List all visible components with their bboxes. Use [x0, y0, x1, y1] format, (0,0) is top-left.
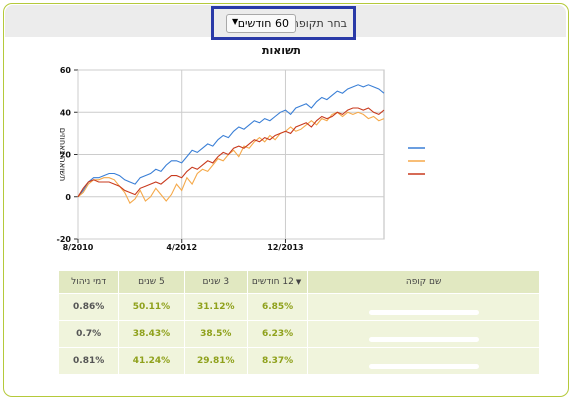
- return-5y-cell: 41.24%: [118, 347, 185, 375]
- chevron-down-icon: ▼: [232, 17, 239, 26]
- period-label: בחר תקופה: [291, 17, 347, 30]
- header-5-years[interactable]: 5 שנים: [118, 270, 185, 294]
- funds-table: שם קופה ▼12 חודשים 3 שנים 5 שנים דמי ניה…: [57, 270, 540, 375]
- series-line: [77, 84, 385, 198]
- y-tick-label: 20: [60, 151, 72, 160]
- return-3y-cell: 38.5%: [183, 320, 248, 348]
- returns-chart: -20 0 20 40 60 8/2010 4/2012 12/2013 תשואה באחוז…: [57, 66, 425, 252]
- fund-name-cell[interactable]: [307, 320, 540, 348]
- series-line: [77, 111, 385, 204]
- chart-title: תשואות: [262, 44, 301, 57]
- fund-name-cell[interactable]: [307, 347, 540, 375]
- header-fund-name[interactable]: שם קופה: [307, 270, 540, 294]
- sort-arrow-icon: ▼: [295, 278, 302, 286]
- header-12-months[interactable]: ▼12 חודשים: [246, 270, 309, 294]
- period-selector: בחר תקופה 60 חודשים ▼: [211, 6, 356, 40]
- return-12m-cell: 6.23%: [246, 320, 309, 348]
- table-row[interactable]: 6.85% 31.12% 50.11% 0.86%: [57, 293, 540, 321]
- header-management-fee[interactable]: דמי ניהול: [57, 270, 120, 294]
- y-tick-label: 0: [65, 193, 71, 202]
- fee-cell: 0.86%: [57, 293, 120, 321]
- table-header-row: שם קופה ▼12 חודשים 3 שנים 5 שנים דמי ניה…: [57, 270, 540, 294]
- y-axis-label: תשואה באחוזים: [58, 128, 67, 181]
- period-selected-value: 60 חודשים: [237, 17, 289, 30]
- table-row[interactable]: 6.23% 38.5% 38.43% 0.7%: [57, 320, 540, 348]
- fee-cell: 0.81%: [57, 347, 120, 375]
- redacted-name: [368, 337, 479, 342]
- return-12m-cell: 8.37%: [246, 347, 309, 375]
- table-row[interactable]: 8.37% 29.81% 41.24% 0.81%: [57, 347, 540, 375]
- return-3y-cell: 29.81%: [183, 347, 248, 375]
- header-3-years[interactable]: 3 שנים: [183, 270, 248, 294]
- return-5y-cell: 50.11%: [118, 293, 185, 321]
- x-tick-label: 12/2013: [267, 243, 303, 252]
- period-dropdown[interactable]: 60 חודשים ▼: [226, 14, 296, 33]
- x-tick-label: 8/2010: [63, 243, 94, 252]
- return-12m-cell: 6.85%: [246, 293, 309, 321]
- fund-name-cell[interactable]: [307, 293, 540, 321]
- return-5y-cell: 38.43%: [118, 320, 185, 348]
- redacted-name: [368, 310, 479, 315]
- y-tick-label: 60: [60, 66, 72, 75]
- series-line: [77, 107, 385, 198]
- return-3y-cell: 31.12%: [183, 293, 248, 321]
- fee-cell: 0.7%: [57, 320, 120, 348]
- redacted-name: [368, 364, 479, 369]
- y-tick-label: 40: [60, 108, 72, 117]
- y-tick-label: -20: [57, 235, 72, 244]
- x-tick-label: 4/2012: [166, 243, 197, 252]
